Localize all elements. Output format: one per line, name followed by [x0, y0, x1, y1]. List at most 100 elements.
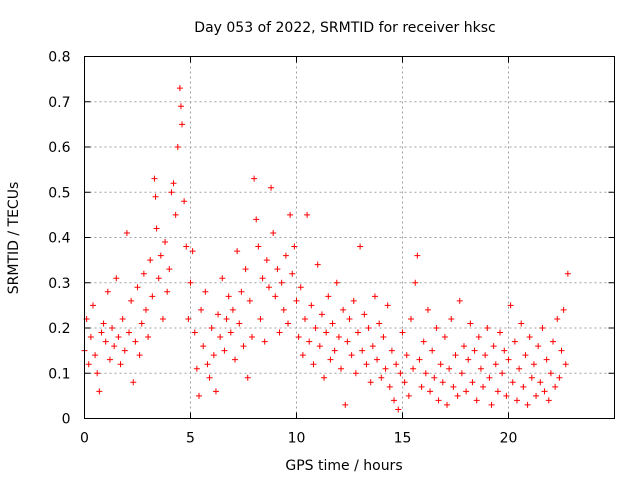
data-point	[189, 248, 196, 255]
data-point	[418, 383, 425, 390]
data-point	[539, 325, 546, 331]
data-point	[134, 284, 141, 291]
data-point	[541, 388, 548, 395]
data-point	[136, 352, 143, 359]
data-point	[412, 279, 419, 286]
data-point	[229, 306, 236, 313]
data-point	[403, 352, 410, 359]
data-point	[200, 343, 207, 350]
data-point	[227, 329, 234, 336]
data-point	[187, 279, 194, 286]
data-point	[365, 325, 372, 331]
data-point	[159, 315, 166, 322]
data-point	[401, 379, 408, 386]
data-point	[363, 361, 370, 368]
data-point	[473, 397, 480, 404]
data-point	[191, 329, 198, 336]
data-point	[357, 243, 364, 250]
data-point	[439, 379, 446, 386]
data-point	[545, 397, 552, 404]
data-point	[465, 356, 472, 363]
data-point	[106, 356, 113, 363]
data-point	[219, 275, 226, 282]
data-point	[304, 211, 311, 218]
data-point	[562, 361, 569, 368]
data-point	[193, 365, 200, 372]
data-point	[98, 329, 105, 336]
data-point	[331, 347, 338, 354]
data-point	[460, 343, 467, 350]
data-point	[522, 352, 529, 359]
data-point	[494, 388, 501, 395]
data-point	[516, 365, 523, 372]
data-point	[181, 198, 188, 205]
data-point	[253, 216, 260, 223]
plot-frame	[84, 56, 615, 419]
data-point	[505, 356, 512, 363]
y-tick-label: 0.8	[48, 50, 70, 66]
chart-title: Day 053 of 2022, SRMTID for receiver hks…	[194, 20, 495, 36]
data-point	[280, 306, 287, 313]
data-point	[166, 266, 173, 273]
data-point	[497, 329, 504, 336]
data-point	[312, 325, 319, 331]
data-point	[248, 334, 255, 341]
data-point	[89, 302, 96, 309]
data-point	[282, 252, 289, 259]
data-point	[335, 334, 342, 341]
data-point	[384, 302, 391, 309]
data-point	[333, 279, 340, 286]
data-point	[215, 311, 222, 318]
data-point	[278, 279, 285, 286]
data-point	[338, 365, 345, 372]
data-point	[183, 243, 190, 250]
data-point	[123, 229, 130, 236]
data-point	[318, 311, 325, 318]
data-point	[486, 374, 493, 381]
gridlines	[84, 56, 615, 419]
data-point	[212, 388, 219, 395]
data-point	[378, 374, 385, 381]
data-point	[346, 315, 353, 322]
data-point	[225, 293, 232, 300]
data-point	[424, 306, 431, 313]
data-point	[208, 325, 215, 331]
data-point	[484, 325, 491, 331]
data-point	[126, 329, 133, 336]
data-point	[427, 388, 434, 395]
data-point	[530, 361, 537, 368]
data-point	[399, 329, 406, 336]
data-point	[558, 347, 565, 354]
data-point	[306, 338, 313, 345]
data-point	[310, 361, 317, 368]
data-point	[382, 365, 389, 372]
data-point	[405, 392, 412, 399]
data-point	[513, 397, 520, 404]
data-point	[85, 361, 92, 368]
data-point	[259, 275, 266, 282]
data-point	[287, 211, 294, 218]
data-point	[236, 320, 243, 327]
data-point	[316, 343, 323, 350]
data-point	[492, 361, 499, 368]
data-point	[556, 374, 563, 381]
data-point	[407, 315, 414, 322]
data-point	[469, 379, 476, 386]
data-point	[87, 334, 94, 341]
data-point	[299, 352, 306, 359]
data-point	[155, 275, 162, 282]
data-point	[113, 275, 120, 282]
data-point	[488, 401, 495, 408]
data-point	[397, 370, 404, 377]
y-axis-label: SRMTID / TECUs	[6, 182, 22, 295]
data-point	[380, 334, 387, 341]
data-point	[274, 266, 281, 273]
data-point	[361, 311, 368, 318]
data-point	[138, 320, 145, 327]
data-point	[162, 239, 169, 246]
data-point	[501, 347, 508, 354]
data-point	[174, 144, 181, 150]
data-point	[359, 347, 366, 354]
y-tick-label: 0.7	[48, 95, 70, 111]
data-point	[533, 392, 540, 399]
